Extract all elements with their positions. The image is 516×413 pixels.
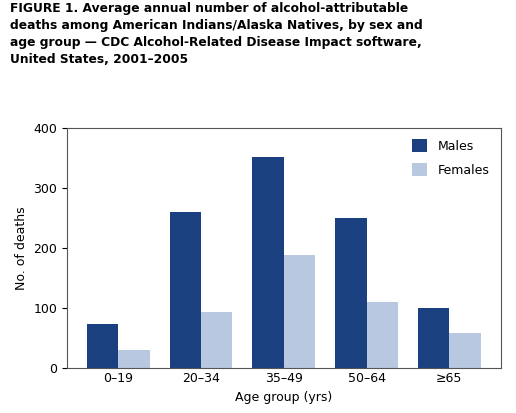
- Bar: [201, 312, 233, 368]
- Text: FIGURE 1. Average annual number of alcohol-attributable
deaths among American In: FIGURE 1. Average annual number of alcoh…: [10, 2, 423, 66]
- Bar: [335, 218, 366, 368]
- Y-axis label: No. of deaths: No. of deaths: [15, 206, 28, 290]
- Bar: [252, 157, 284, 368]
- Legend: Males, Females: Males, Females: [408, 134, 494, 182]
- Bar: [366, 301, 398, 368]
- Bar: [449, 333, 481, 368]
- Bar: [170, 212, 201, 368]
- Bar: [87, 325, 118, 368]
- Bar: [418, 308, 449, 368]
- X-axis label: Age group (yrs): Age group (yrs): [235, 391, 332, 404]
- Bar: [118, 349, 150, 368]
- Bar: [284, 255, 315, 368]
